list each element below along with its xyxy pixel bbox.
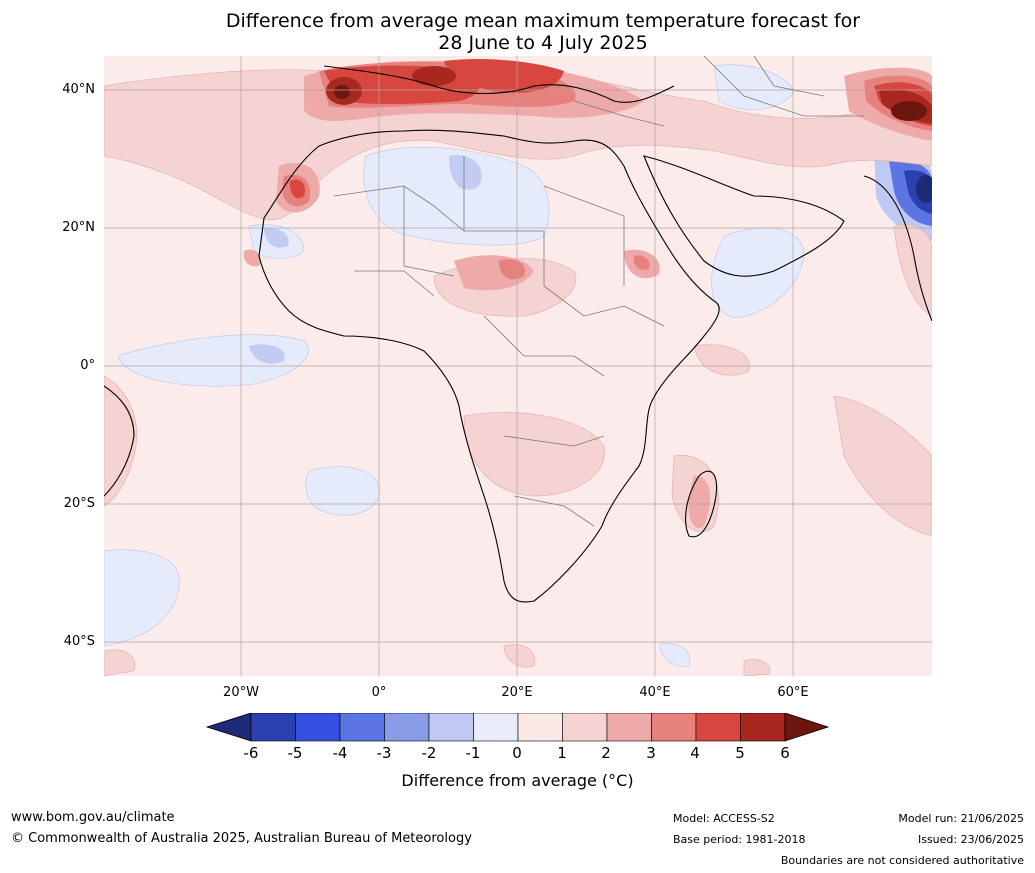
title-line-2: 28 June to 4 July 2025 xyxy=(438,32,648,54)
lat-label-equator: 0° xyxy=(80,358,95,373)
lat-label-20s: 20°S xyxy=(63,496,95,511)
lat-label-40s: 40°S xyxy=(63,634,95,649)
lon-label-20e: 20°E xyxy=(501,685,533,700)
copyright-text: © Commonwealth of Australia 2025, Austra… xyxy=(11,831,472,846)
cool-anomaly-core xyxy=(249,155,482,364)
colorbar-tick: 2 xyxy=(601,744,611,762)
colorbar-tick: -2 xyxy=(421,744,437,762)
colorbar-bin xyxy=(473,713,519,742)
colorbar-extend-high xyxy=(784,713,830,742)
lon-label-20w: 20°W xyxy=(223,685,259,700)
colorbar-title: Difference from average (°C) xyxy=(401,771,634,790)
base-period-text: Base period: 1981-2018 xyxy=(673,833,806,846)
colorbar-tick: 1 xyxy=(557,744,567,762)
colorbar-bin xyxy=(250,713,296,742)
colorbar-tick: -4 xyxy=(332,744,348,762)
map-title: Difference from average mean maximum tem… xyxy=(0,10,1035,54)
issued-text: Issued: 23/06/2025 xyxy=(917,833,1024,846)
disclaimer-text: Boundaries are not considered authoritat… xyxy=(780,854,1024,867)
colorbar-bin xyxy=(384,713,430,742)
colorbar-bin xyxy=(517,713,563,742)
model-text: Model: ACCESS-S2 xyxy=(673,812,775,825)
colorbar-tick: 5 xyxy=(735,744,745,762)
colorbar-tick: -1 xyxy=(465,744,481,762)
website-link[interactable]: www.bom.gov.au/climate xyxy=(11,810,175,825)
coastlines xyxy=(103,65,933,603)
graticule xyxy=(104,56,932,676)
colorbar-bin xyxy=(295,713,341,742)
colorbar-bin xyxy=(339,713,385,742)
lon-label-0: 0° xyxy=(371,685,387,700)
colorbar-tick: 4 xyxy=(690,744,700,762)
colorbar-bin xyxy=(651,713,697,742)
arabian-sea-cool-spot xyxy=(874,145,936,241)
lat-label-20n: 20°N xyxy=(62,220,95,235)
colorbar-extend-low xyxy=(205,713,252,742)
colorbar-bin xyxy=(695,713,741,742)
colorbar-tick: -3 xyxy=(376,744,392,762)
country-boundaries xyxy=(333,55,864,527)
colorbar-bin xyxy=(740,713,786,742)
map-svg xyxy=(103,55,936,677)
colorbar-tick: 0 xyxy=(512,744,522,762)
lon-label-60e: 60°E xyxy=(777,685,809,700)
colorbar-tick: -6 xyxy=(243,744,259,762)
colorbar-tick: 3 xyxy=(646,744,656,762)
lon-label-40e: 40°E xyxy=(639,685,671,700)
colorbar-bin xyxy=(428,713,474,742)
title-line-1: Difference from average mean maximum tem… xyxy=(225,10,861,32)
model-run-text: Model run: 21/06/2025 xyxy=(898,812,1024,825)
colorbar-tick: 6 xyxy=(780,744,790,762)
colorbar xyxy=(205,713,830,742)
colorbar-tick: -5 xyxy=(287,744,303,762)
cool-anomaly-areas xyxy=(103,64,805,667)
warm-anomaly-over-6 xyxy=(334,85,927,121)
forecast-map xyxy=(103,55,936,677)
colorbar-bin xyxy=(562,713,608,742)
colorbar-bin xyxy=(606,713,652,742)
lat-label-40n: 40°N xyxy=(62,82,95,97)
